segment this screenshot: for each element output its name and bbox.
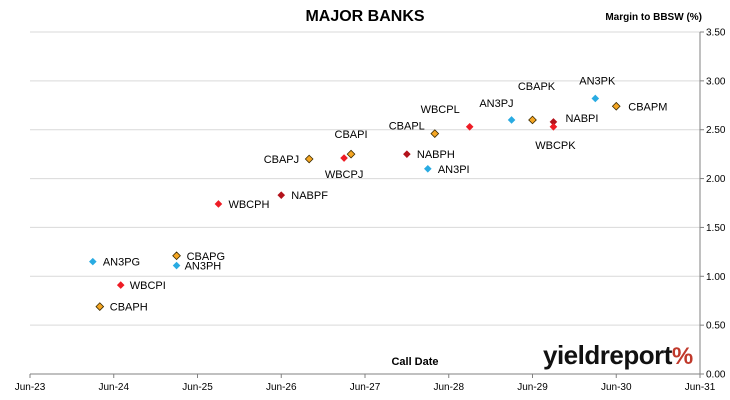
chart-title: MAJOR BANKS bbox=[305, 8, 425, 25]
point-label-wbcpk: WBCPK bbox=[535, 140, 576, 152]
point-nabph bbox=[403, 150, 411, 158]
point-label-an3pj: AN3PJ bbox=[479, 98, 513, 110]
point-an3ph bbox=[172, 261, 181, 270]
point-label-cbapl: CBAPL bbox=[389, 121, 425, 133]
point-label-cbapi: CBAPI bbox=[335, 129, 368, 141]
point-cbapk bbox=[528, 115, 537, 125]
x-tick-label: Jun-26 bbox=[266, 382, 297, 393]
y-tick-label: 0.50 bbox=[706, 321, 726, 332]
data-points bbox=[89, 94, 621, 311]
point-cbapi bbox=[346, 149, 356, 159]
y-tick-label: 3.00 bbox=[706, 76, 726, 87]
grid-lines bbox=[30, 31, 700, 326]
point-label-an3ph: AN3PH bbox=[185, 261, 222, 273]
point-label-cbaph: CBAPH bbox=[110, 302, 148, 314]
x-tick-label: Jun-23 bbox=[15, 382, 46, 393]
y-tick-label: 0.00 bbox=[706, 370, 726, 381]
point-label-an3pg: AN3PG bbox=[103, 257, 140, 269]
point-wbcpk bbox=[549, 122, 558, 131]
point-cbapj bbox=[304, 154, 314, 164]
point-an3pk bbox=[591, 94, 600, 103]
point-label-cbapk: CBAPK bbox=[518, 81, 556, 93]
point-an3pi bbox=[424, 165, 432, 173]
point-label-cbapj: CBAPJ bbox=[264, 154, 299, 166]
y-axis-label: Margin to BBSW (%) bbox=[605, 12, 702, 23]
point-cbapm bbox=[611, 101, 621, 111]
x-tick-label: Jun-29 bbox=[517, 382, 548, 393]
x-tick-label: Jun-28 bbox=[433, 382, 464, 393]
x-tick-label: Jun-27 bbox=[350, 382, 381, 393]
y-tick-labels: 0.00 0.50 1.00 1.50 2.00 2.50 3.00 3.50 bbox=[706, 28, 726, 381]
brand-name: yieldreport bbox=[543, 340, 672, 370]
y-tick-label: 1.00 bbox=[706, 272, 726, 283]
axes bbox=[29, 31, 704, 378]
point-label-nabph: NABPH bbox=[417, 149, 455, 161]
brand-logo: yieldreport% bbox=[543, 340, 693, 371]
point-label-cbapg: CBAPG bbox=[187, 251, 226, 263]
point-nabpf bbox=[277, 191, 286, 199]
point-label-wbcpj: WBCPJ bbox=[325, 169, 364, 181]
point-label-wbcph: WBCPH bbox=[228, 199, 269, 211]
point-an3pj bbox=[507, 116, 516, 124]
brand-percent-icon: % bbox=[671, 343, 693, 370]
point-label-wbcpl: WBCPL bbox=[421, 104, 460, 116]
x-axis-label: Call Date bbox=[391, 356, 439, 368]
point-label-nabpi: NABPI bbox=[565, 113, 598, 125]
point-label-an3pk: AN3PK bbox=[579, 75, 616, 87]
point-wbcph bbox=[214, 200, 223, 208]
point-wbcpi bbox=[116, 281, 125, 289]
y-tick-label: 1.50 bbox=[706, 223, 726, 234]
point-wbcpl bbox=[465, 122, 474, 131]
point-cbapg bbox=[172, 251, 181, 261]
y-tick-label: 2.00 bbox=[706, 174, 726, 185]
x-tick-label: Jun-25 bbox=[182, 382, 213, 393]
point-cbaph bbox=[95, 302, 105, 311]
point-cbapl bbox=[430, 129, 440, 138]
x-tick-label: Jun-31 bbox=[685, 382, 716, 393]
y-tick-label: 3.50 bbox=[706, 28, 726, 39]
y-tick-label: 2.50 bbox=[706, 125, 726, 136]
point-nabpi bbox=[549, 118, 558, 126]
point-label-an3pi: AN3PI bbox=[438, 164, 470, 176]
x-tick-label: Jun-30 bbox=[601, 382, 632, 393]
x-tick-labels: Jun-23 Jun-24 Jun-25 Jun-26 Jun-27 Jun-28 Jun-… bbox=[15, 382, 716, 393]
point-label-nabpf: NABPF bbox=[291, 190, 328, 202]
point-label-cbapm: CBAPM bbox=[628, 101, 667, 113]
point-label-wbcpi: WBCPI bbox=[130, 280, 166, 292]
point-an3pg bbox=[89, 257, 97, 266]
x-tick-label: Jun-24 bbox=[98, 382, 129, 393]
point-wbcpj bbox=[340, 154, 348, 162]
